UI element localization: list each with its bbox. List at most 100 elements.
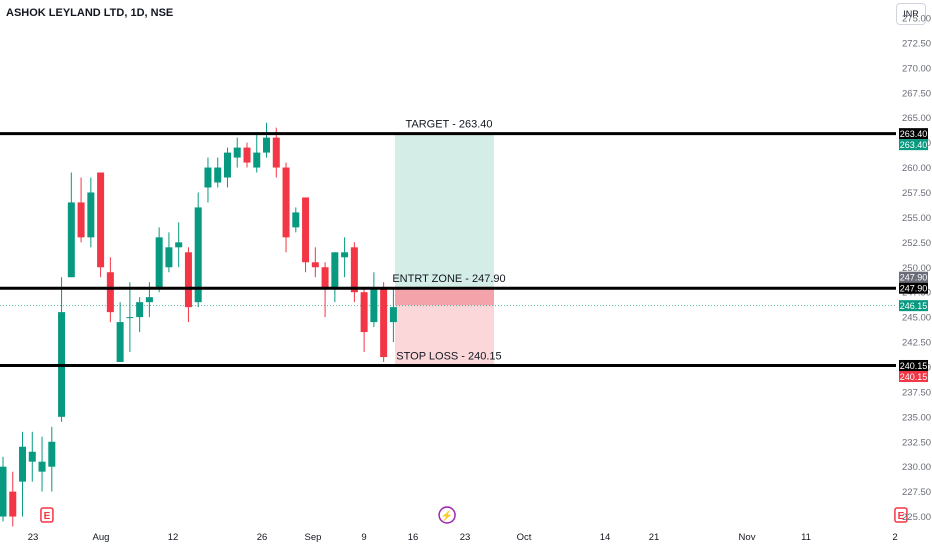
candle-body <box>233 147 241 158</box>
y-tick-label: 237.50 <box>902 387 931 398</box>
y-tick-label: 245.00 <box>902 313 931 324</box>
candle[interactable] <box>87 177 95 248</box>
candle[interactable] <box>67 172 75 278</box>
price-tag-bg <box>899 139 928 151</box>
y-tick-label: 250.00 <box>902 263 931 274</box>
price-tag: 246.15 <box>899 300 928 312</box>
dividend-event-marker[interactable]: ⚡ <box>438 506 456 524</box>
candle-body <box>165 247 173 268</box>
candle[interactable] <box>204 157 212 203</box>
entry-label: ENTRT ZONE - 247.90 <box>392 273 505 285</box>
candle-body <box>48 441 56 467</box>
earnings-event-marker[interactable]: E <box>40 507 54 523</box>
candle[interactable] <box>389 287 397 343</box>
candle[interactable] <box>331 252 339 303</box>
candle[interactable] <box>214 157 222 188</box>
candle-body <box>145 297 153 303</box>
candle[interactable] <box>165 232 173 273</box>
candle-body <box>380 287 388 357</box>
price-tag-text: 240.15 <box>900 372 928 382</box>
candle[interactable] <box>243 142 251 168</box>
candle[interactable] <box>175 222 183 268</box>
target-zone[interactable] <box>395 133 494 289</box>
y-tick-label: 275.00 <box>902 13 931 24</box>
price-tag-text: 247.90 <box>900 273 928 283</box>
candle[interactable] <box>292 207 300 233</box>
candle-body <box>155 237 163 288</box>
candle-body <box>302 197 310 263</box>
candle[interactable] <box>360 287 368 353</box>
candle-body <box>28 451 36 462</box>
x-tick-label: 11 <box>801 532 811 543</box>
y-tick-label: 225.00 <box>902 512 931 523</box>
price-tag: 263.40 <box>899 128 928 140</box>
candle-body <box>38 461 46 472</box>
price-tag-text: 247.90 <box>900 284 928 294</box>
chart-symbol-title[interactable]: ASHOK LEYLAND LTD, 1D, NSE <box>6 7 174 19</box>
candle[interactable] <box>282 162 290 253</box>
x-tick-label: 23 <box>460 532 471 543</box>
candle[interactable] <box>311 247 319 278</box>
candle-body <box>331 252 339 288</box>
price-tag: 263.40 <box>899 139 928 151</box>
candle[interactable] <box>136 297 144 333</box>
candle[interactable] <box>341 237 349 278</box>
price-tag-text: 240.15 <box>900 361 928 371</box>
candle[interactable] <box>38 436 46 492</box>
candle[interactable] <box>155 227 163 293</box>
candle-body <box>194 207 202 303</box>
x-tick-label: 12 <box>168 532 179 543</box>
candle[interactable] <box>58 277 66 422</box>
x-tick-label: 2 <box>892 532 897 543</box>
y-tick-label: 270.00 <box>902 63 931 74</box>
candle[interactable] <box>9 471 17 527</box>
candle-body <box>204 167 212 188</box>
candle[interactable] <box>272 127 280 178</box>
earnings-event-marker[interactable]: E <box>894 507 908 523</box>
candle[interactable] <box>233 137 241 168</box>
x-tick-label: Nov <box>739 532 756 543</box>
price-tag-bg <box>899 282 928 294</box>
candle-body <box>243 147 251 163</box>
candle-body <box>0 466 7 517</box>
candle[interactable] <box>19 431 27 517</box>
candle[interactable] <box>253 132 261 173</box>
candle-body <box>272 137 280 168</box>
candle-body <box>389 307 397 323</box>
candle[interactable] <box>48 426 56 492</box>
candle[interactable] <box>77 177 85 243</box>
target-label: TARGET - 263.40 <box>405 119 492 131</box>
candle[interactable] <box>126 282 134 353</box>
candle-body <box>253 152 261 168</box>
price-tag-text: 246.15 <box>900 301 928 311</box>
price-tag: 240.15 <box>899 370 928 382</box>
candle[interactable] <box>350 242 358 303</box>
candle-body <box>136 302 144 318</box>
stop-label: STOP LOSS - 240.15 <box>396 350 501 362</box>
dividend-icon <box>438 506 456 524</box>
candle[interactable] <box>223 147 231 188</box>
candle[interactable] <box>380 282 388 362</box>
candle-body <box>263 137 271 153</box>
y-tick-label: 257.50 <box>902 188 931 199</box>
candle[interactable] <box>370 272 378 328</box>
candle[interactable] <box>28 431 36 482</box>
candle[interactable] <box>263 122 271 158</box>
candle-body <box>223 152 231 178</box>
candle[interactable] <box>184 247 192 323</box>
y-tick-label: 242.50 <box>902 338 931 349</box>
candle-body <box>341 252 349 258</box>
candle[interactable] <box>97 172 105 278</box>
x-tick-label: 23 <box>28 532 39 543</box>
candle[interactable] <box>302 197 310 273</box>
price-tag-text: 263.40 <box>900 140 928 150</box>
candle[interactable] <box>116 302 124 362</box>
candle-body <box>292 212 300 228</box>
candle[interactable] <box>0 456 7 522</box>
y-tick-label: 235.00 <box>902 412 931 423</box>
candle-body <box>77 202 85 238</box>
currency-button[interactable]: INR <box>896 3 926 25</box>
candle[interactable] <box>194 192 202 308</box>
x-tick-label: Oct <box>517 532 532 543</box>
